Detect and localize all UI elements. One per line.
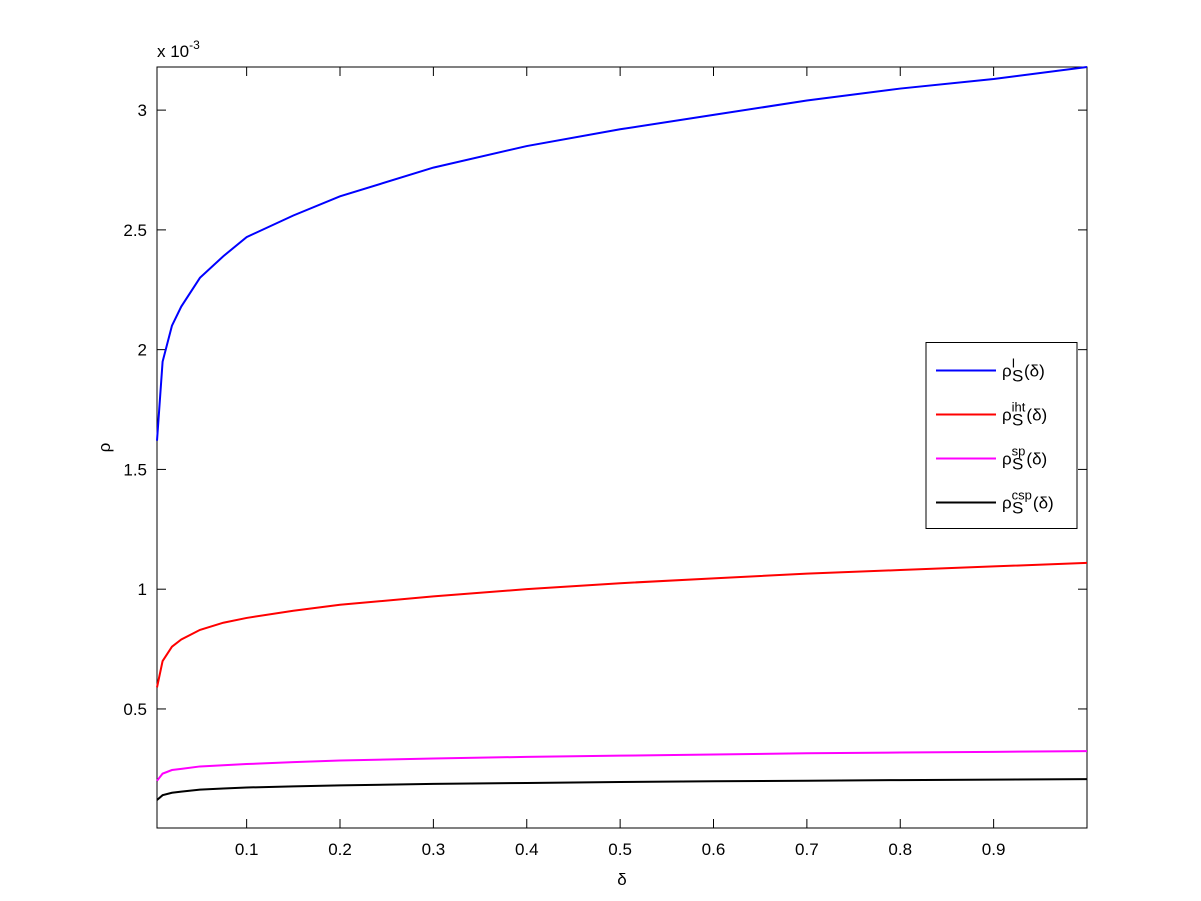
series-line: [156, 561, 1088, 688]
legend-label: ρI S(δ): [1002, 356, 1045, 386]
series-line: [156, 66, 1088, 441]
x-tick-label: 0.8: [888, 840, 912, 859]
x-tick-label: 0.1: [235, 840, 259, 859]
x-tick-label: 0.2: [328, 840, 352, 859]
x-tick-label: 0.6: [702, 840, 726, 859]
y-tick-label: 3: [138, 101, 147, 120]
legend-superscript: iht: [1012, 400, 1026, 415]
y-multiplier: x 10-3: [157, 38, 200, 61]
y-tick-label: 0.5: [123, 700, 147, 719]
x-tick-label: 0.3: [422, 840, 446, 859]
y-tick-label: 1.5: [123, 460, 147, 479]
legend-argument: (δ): [1033, 494, 1054, 513]
legend-subscript: S: [1012, 411, 1023, 430]
legend-symbol: ρ: [1002, 494, 1012, 513]
legend-superscript: I: [1012, 356, 1016, 371]
legend-superscript: csp: [1012, 488, 1032, 503]
legend-superscript: sp: [1012, 444, 1026, 459]
multiplier-exponent: -3: [189, 38, 200, 52]
legend-subscript: S: [1012, 367, 1023, 386]
x-axis-label: δ: [617, 870, 626, 889]
series-line: [156, 778, 1088, 801]
multiplier-base: x 10: [157, 42, 189, 61]
legend-subscript: S: [1012, 499, 1023, 518]
legend: ρI S(δ)ρiht S (δ)ρsp S (δ)ρcsp S (δ): [925, 342, 1078, 529]
y-tick-label: 2: [138, 341, 147, 360]
y-axis-label: ρ: [95, 443, 114, 453]
series-line: [156, 750, 1088, 782]
legend-symbol: ρ: [1002, 362, 1012, 381]
legend-label: ρsp S (δ): [1002, 444, 1047, 474]
legend-label: ρiht S (δ): [1002, 400, 1047, 430]
x-tick-label: 0.4: [515, 840, 539, 859]
legend-argument: (δ): [1024, 362, 1045, 381]
legend-label: ρcsp S (δ): [1002, 488, 1054, 518]
legend-argument: (δ): [1026, 450, 1047, 469]
x-tick-label: 0.9: [982, 840, 1006, 859]
legend-symbol: ρ: [1002, 450, 1012, 469]
legend-box: [925, 342, 1078, 529]
y-tick-label: 1: [138, 580, 147, 599]
y-tick-label: 2.5: [123, 221, 147, 240]
x-tick-label: 0.5: [608, 840, 632, 859]
x-tick-label: 0.7: [795, 840, 819, 859]
legend-subscript: S: [1012, 455, 1023, 474]
legend-argument: (δ): [1026, 406, 1047, 425]
legend-symbol: ρ: [1002, 406, 1012, 425]
